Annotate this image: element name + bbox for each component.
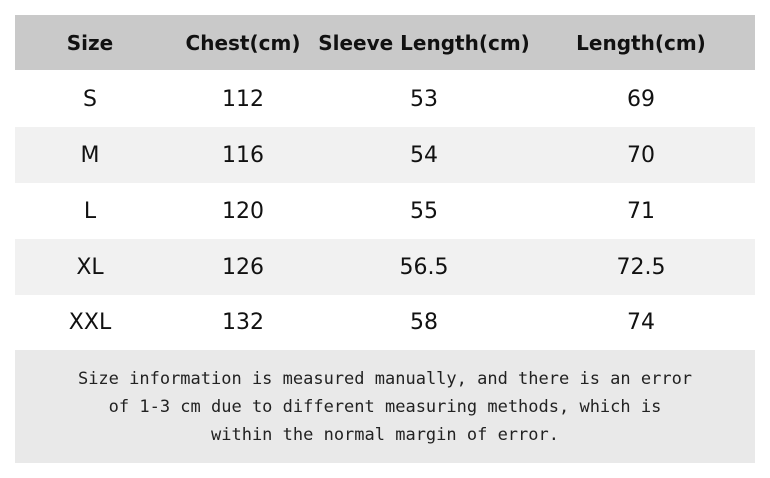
table-cell: 56.5 bbox=[399, 254, 449, 280]
table-cell: 70 bbox=[627, 142, 655, 168]
table-cell: 112 bbox=[222, 87, 264, 112]
table-cell: S bbox=[83, 87, 97, 112]
note-line: of 1-3 cm due to different measuring met… bbox=[108, 396, 662, 417]
table-cell: 58 bbox=[410, 310, 438, 335]
table-cell: 53 bbox=[410, 87, 438, 112]
table-cell: 72.5 bbox=[616, 254, 666, 280]
table-cell: Length(cm) bbox=[576, 30, 706, 55]
table-cell: Sleeve Length(cm) bbox=[318, 30, 530, 55]
table-row: L 120 55 71 bbox=[15, 183, 755, 239]
table-cell: XL bbox=[76, 254, 104, 280]
table-row: M 116 54 70 bbox=[15, 127, 755, 183]
header-row: Size Chest(cm) Sleeve Length(cm) Length(cm) bbox=[15, 15, 755, 70]
table-cell: Size bbox=[66, 30, 114, 55]
table-cell: L bbox=[83, 198, 97, 224]
table-cell: 126 bbox=[222, 254, 264, 280]
table-cell: 120 bbox=[222, 198, 264, 224]
table-row: XXL 132 58 74 bbox=[15, 295, 755, 350]
table-row: XL 126 56.5 72.5 bbox=[15, 239, 755, 295]
table-cell: 74 bbox=[627, 310, 655, 335]
table-cell: Chest(cm) bbox=[185, 30, 301, 55]
table-row: S 112 53 69 bbox=[15, 72, 755, 127]
table-cell: 69 bbox=[627, 87, 655, 112]
table-cell: XXL bbox=[68, 310, 112, 335]
table-cell: 54 bbox=[410, 142, 438, 168]
note-line: Size information is measured manually, a… bbox=[77, 368, 693, 389]
table-cell: M bbox=[80, 142, 100, 168]
table-cell: 55 bbox=[410, 198, 438, 224]
table-cell: 116 bbox=[222, 142, 264, 168]
table-cell: 71 bbox=[627, 198, 655, 224]
table-cell: 132 bbox=[222, 310, 264, 335]
note: Size information is measured manually, a… bbox=[15, 350, 755, 463]
note-line: within the normal margin of error. bbox=[211, 424, 559, 445]
